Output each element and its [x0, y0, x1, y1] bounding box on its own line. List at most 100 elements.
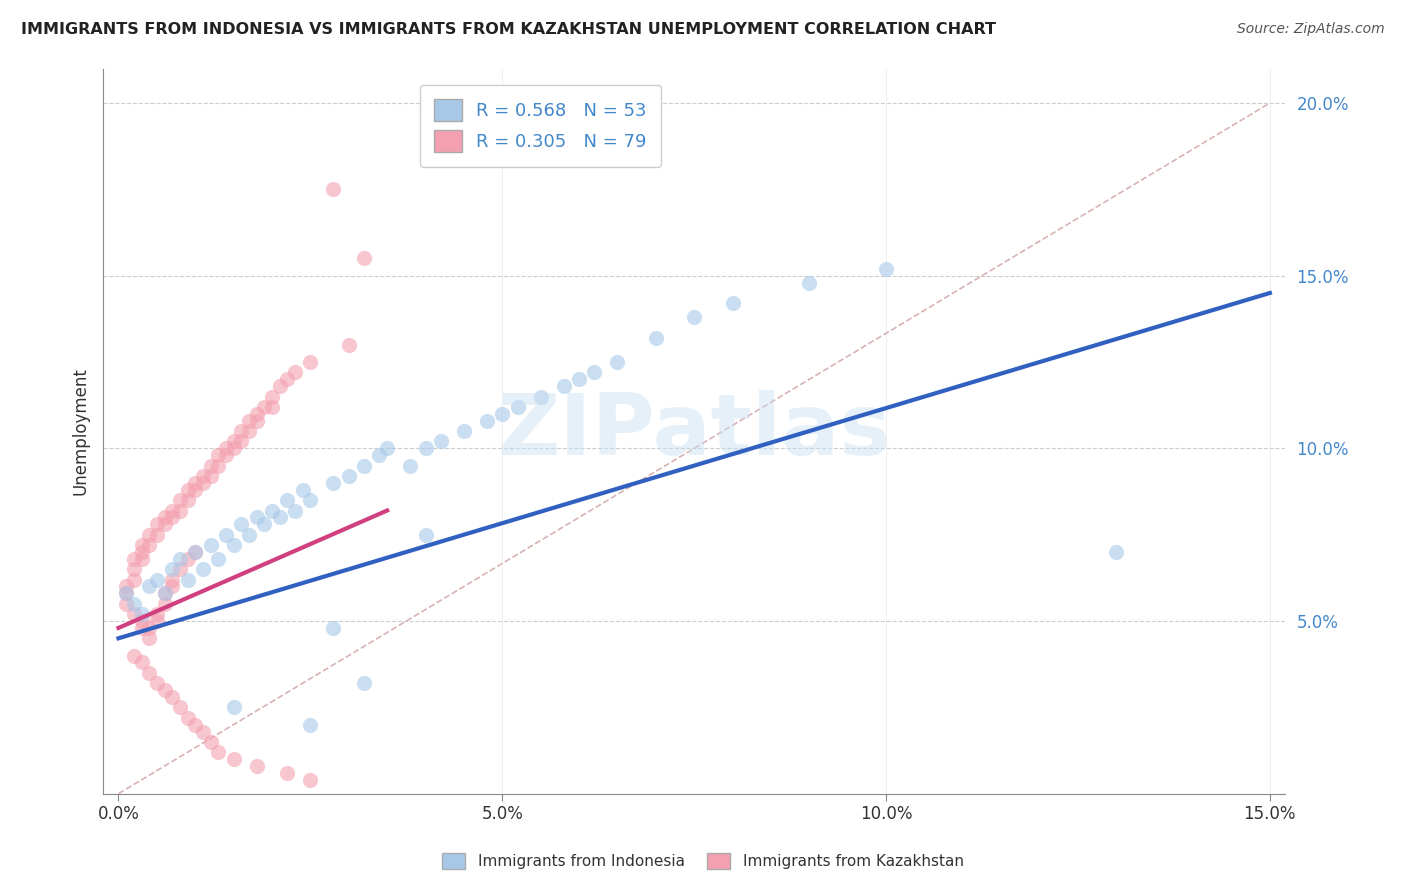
- Point: [246, 510, 269, 524]
- Point: [122, 573, 145, 587]
- Point: [122, 552, 145, 566]
- Point: [200, 538, 222, 552]
- Point: [215, 527, 238, 541]
- Point: [138, 621, 160, 635]
- Text: Source: ZipAtlas.com: Source: ZipAtlas.com: [1237, 22, 1385, 37]
- Point: [160, 579, 183, 593]
- Point: [260, 400, 283, 414]
- Point: [368, 448, 391, 462]
- Point: [122, 562, 145, 576]
- Point: [284, 503, 307, 517]
- Point: [606, 355, 628, 369]
- Point: [222, 752, 245, 766]
- Point: [146, 517, 169, 532]
- Point: [207, 448, 229, 462]
- Point: [222, 434, 245, 449]
- Legend: Immigrants from Indonesia, Immigrants from Kazakhstan: Immigrants from Indonesia, Immigrants fr…: [436, 847, 970, 875]
- Point: [530, 390, 553, 404]
- Point: [260, 390, 283, 404]
- Point: [131, 538, 153, 552]
- Point: [191, 469, 214, 483]
- Point: [131, 545, 153, 559]
- Point: [222, 538, 245, 552]
- Point: [337, 338, 360, 352]
- Y-axis label: Unemployment: Unemployment: [72, 368, 89, 495]
- Point: [246, 407, 269, 421]
- Point: [276, 372, 298, 386]
- Point: [184, 717, 207, 731]
- Text: IMMIGRANTS FROM INDONESIA VS IMMIGRANTS FROM KAZAKHSTAN UNEMPLOYMENT CORRELATION: IMMIGRANTS FROM INDONESIA VS IMMIGRANTS …: [21, 22, 995, 37]
- Point: [207, 552, 229, 566]
- Point: [131, 614, 153, 628]
- Point: [322, 475, 344, 490]
- Point: [299, 493, 322, 508]
- Point: [246, 759, 269, 773]
- Point: [375, 442, 398, 456]
- Point: [207, 458, 229, 473]
- Point: [200, 458, 222, 473]
- Point: [160, 573, 183, 587]
- Point: [553, 379, 575, 393]
- Point: [299, 355, 322, 369]
- Point: [253, 517, 276, 532]
- Point: [122, 648, 145, 663]
- Point: [337, 469, 360, 483]
- Point: [176, 711, 198, 725]
- Point: [115, 586, 138, 600]
- Point: [169, 562, 191, 576]
- Point: [276, 766, 298, 780]
- Point: [246, 414, 269, 428]
- Point: [415, 442, 437, 456]
- Point: [453, 424, 475, 438]
- Point: [260, 503, 283, 517]
- Point: [138, 632, 160, 646]
- Point: [238, 424, 260, 438]
- Point: [191, 562, 214, 576]
- Point: [146, 527, 169, 541]
- Point: [176, 483, 198, 497]
- Point: [115, 597, 138, 611]
- Point: [875, 261, 897, 276]
- Point: [146, 573, 169, 587]
- Point: [184, 483, 207, 497]
- Point: [644, 331, 666, 345]
- Point: [160, 503, 183, 517]
- Point: [299, 717, 322, 731]
- Point: [176, 493, 198, 508]
- Point: [122, 597, 145, 611]
- Point: [184, 545, 207, 559]
- Point: [322, 621, 344, 635]
- Point: [231, 424, 253, 438]
- Point: [215, 442, 238, 456]
- Point: [115, 586, 138, 600]
- Point: [153, 597, 176, 611]
- Point: [131, 552, 153, 566]
- Point: [138, 579, 160, 593]
- Point: [322, 182, 344, 196]
- Point: [200, 735, 222, 749]
- Point: [138, 527, 160, 541]
- Point: [160, 510, 183, 524]
- Point: [169, 493, 191, 508]
- Point: [153, 510, 176, 524]
- Point: [138, 665, 160, 680]
- Point: [291, 483, 314, 497]
- Point: [115, 579, 138, 593]
- Point: [138, 538, 160, 552]
- Point: [475, 414, 498, 428]
- Point: [353, 252, 375, 266]
- Point: [153, 586, 176, 600]
- Point: [276, 493, 298, 508]
- Point: [160, 690, 183, 704]
- Text: ZIPatlas: ZIPatlas: [498, 390, 891, 473]
- Point: [583, 365, 606, 379]
- Point: [253, 400, 276, 414]
- Point: [231, 517, 253, 532]
- Point: [799, 276, 821, 290]
- Point: [200, 469, 222, 483]
- Point: [222, 700, 245, 714]
- Point: [284, 365, 307, 379]
- Point: [238, 527, 260, 541]
- Point: [683, 310, 706, 325]
- Point: [153, 517, 176, 532]
